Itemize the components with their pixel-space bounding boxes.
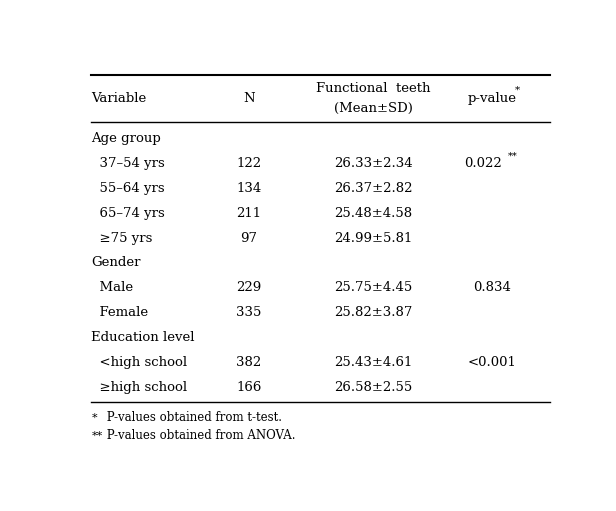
Text: 37–54 yrs: 37–54 yrs xyxy=(91,157,165,170)
Text: Variable: Variable xyxy=(91,92,147,105)
Text: Functional  teeth: Functional teeth xyxy=(316,82,430,96)
Text: 166: 166 xyxy=(236,381,262,394)
Text: (Mean±SD): (Mean±SD) xyxy=(333,102,413,115)
Text: 229: 229 xyxy=(237,282,261,294)
Text: 122: 122 xyxy=(237,157,261,170)
Text: ≥75 yrs: ≥75 yrs xyxy=(91,231,153,245)
Text: P-values obtained from ANOVA.: P-values obtained from ANOVA. xyxy=(103,429,296,443)
Text: 65–74 yrs: 65–74 yrs xyxy=(91,207,165,220)
Text: 25.82±3.87: 25.82±3.87 xyxy=(334,306,412,319)
Text: 0.834: 0.834 xyxy=(474,282,511,294)
Text: 211: 211 xyxy=(237,207,261,220)
Text: 97: 97 xyxy=(240,231,257,245)
Text: N: N xyxy=(243,92,254,105)
Text: 25.43±4.61: 25.43±4.61 xyxy=(334,356,412,369)
Text: <high school: <high school xyxy=(91,356,187,369)
Text: **: ** xyxy=(91,431,103,441)
Text: 382: 382 xyxy=(237,356,261,369)
Text: Male: Male xyxy=(91,282,134,294)
Text: Age group: Age group xyxy=(91,132,161,145)
Text: 55–64 yrs: 55–64 yrs xyxy=(91,182,165,195)
Text: Gender: Gender xyxy=(91,257,141,269)
Text: <0.001: <0.001 xyxy=(468,356,517,369)
Text: ≥high school: ≥high school xyxy=(91,381,187,394)
Text: Education level: Education level xyxy=(91,331,195,344)
Text: 25.75±4.45: 25.75±4.45 xyxy=(334,282,412,294)
Text: 26.33±2.34: 26.33±2.34 xyxy=(334,157,412,170)
Text: P-values obtained from t-test.: P-values obtained from t-test. xyxy=(103,411,282,424)
Text: **: ** xyxy=(508,152,517,161)
Text: 24.99±5.81: 24.99±5.81 xyxy=(334,231,412,245)
Text: 335: 335 xyxy=(236,306,262,319)
Text: p-value: p-value xyxy=(468,92,517,105)
Text: *: * xyxy=(514,85,520,95)
Text: 134: 134 xyxy=(237,182,261,195)
Text: 26.58±2.55: 26.58±2.55 xyxy=(334,381,412,394)
Text: 25.48±4.58: 25.48±4.58 xyxy=(334,207,412,220)
Text: Female: Female xyxy=(91,306,148,319)
Text: 0.022: 0.022 xyxy=(464,157,501,170)
Text: *: * xyxy=(91,412,97,423)
Text: 26.37±2.82: 26.37±2.82 xyxy=(334,182,412,195)
